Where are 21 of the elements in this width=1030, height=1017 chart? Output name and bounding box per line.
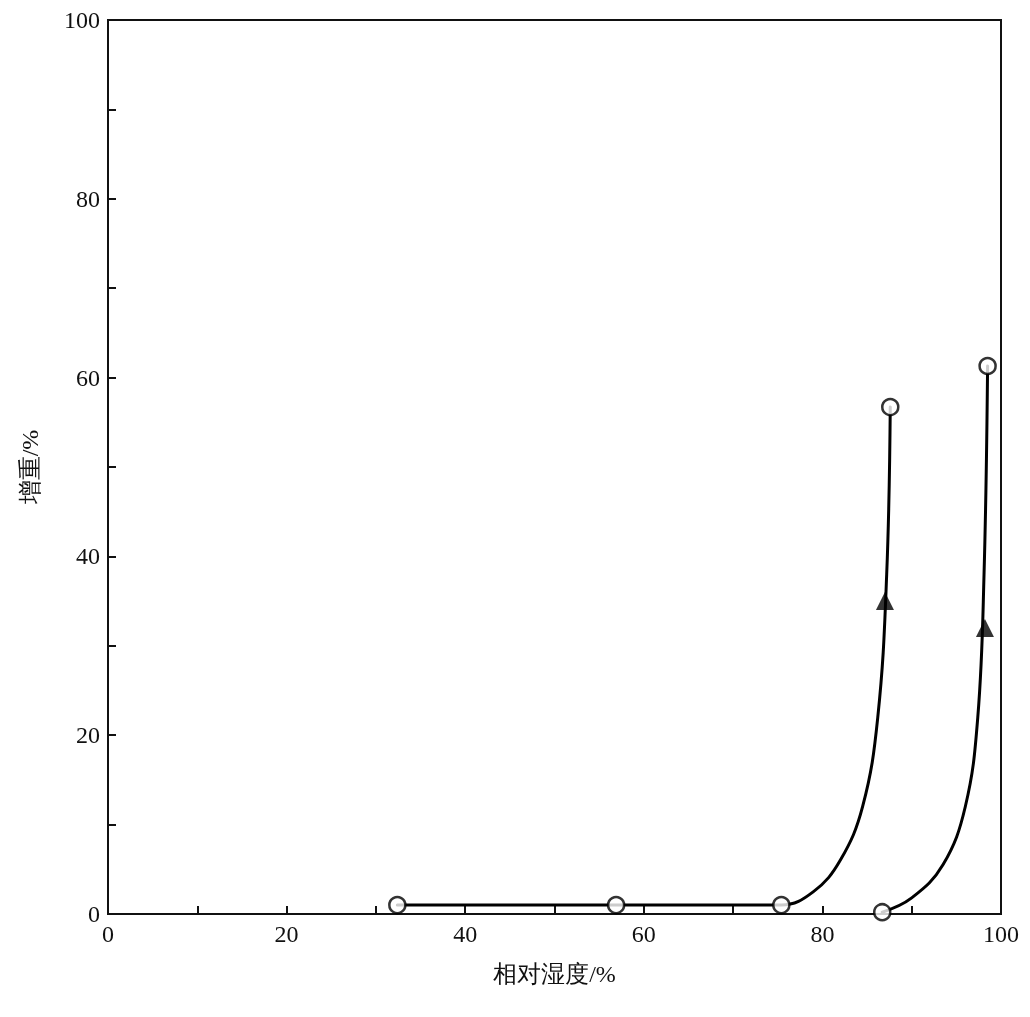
y-tick-label: 80 [76, 185, 100, 212]
point [881, 397, 900, 417]
x-tick-label: 60 [631, 921, 656, 947]
y-tick-label: 40 [76, 543, 100, 570]
point [873, 902, 892, 922]
point [606, 895, 626, 915]
x-tick-label: 80 [810, 921, 835, 947]
y-tick-label: 60 [76, 364, 100, 391]
y-axis-title: 增重/% [17, 429, 43, 506]
x-tick-label: 40 [453, 921, 478, 947]
point [975, 618, 994, 637]
x-axis-title: 相对湿度/% [493, 961, 616, 987]
x-tick-label: 100 [983, 921, 1019, 947]
y-tick-label: 20 [76, 722, 100, 749]
y-tick-label: 0 [88, 901, 100, 927]
point [978, 356, 997, 376]
x-tick-label: 20 [274, 921, 299, 947]
point [875, 592, 894, 611]
point [388, 895, 407, 915]
point [772, 895, 791, 915]
y-tick-label: 100 [64, 7, 100, 33]
